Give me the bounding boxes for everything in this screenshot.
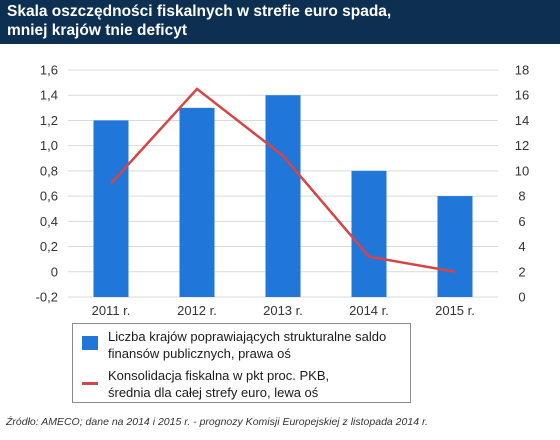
left-tick-label: 0 bbox=[51, 264, 58, 279]
left-tick-label: 0,2 bbox=[40, 239, 58, 254]
legend-label-line: Konsolidacja fiskalna w pkt proc. PKB, ś… bbox=[108, 367, 406, 401]
line-series bbox=[110, 87, 456, 274]
right-tick-label: 12 bbox=[515, 138, 529, 153]
x-axis-ticks: 2011 r. 2012 r. 2013 r. 2014 r. 2015 r. bbox=[92, 303, 475, 318]
bar-series bbox=[93, 95, 473, 297]
legend-swatch-bars bbox=[82, 336, 98, 350]
legend-line-line-2: średnia dla całej strefy euro, lewa oś bbox=[108, 385, 319, 400]
right-tick-label: 4 bbox=[518, 239, 525, 254]
right-tick-label: 18 bbox=[515, 63, 529, 78]
left-tick-label: 1,6 bbox=[40, 63, 58, 78]
legend-line-line-1: Konsolidacja fiskalna w pkt proc. PKB, bbox=[108, 368, 330, 383]
bar-4 bbox=[351, 170, 387, 297]
legend-bars-line-1: Liczba krajów poprawiających strukturaln… bbox=[108, 329, 387, 344]
left-tick-label: 0,6 bbox=[40, 189, 58, 204]
x-tick-label: 2013 r. bbox=[263, 303, 303, 318]
chart-title-line-1: Skala oszczędności fiskalnych w strefie … bbox=[7, 3, 392, 20]
x-tick-label: 2011 r. bbox=[92, 303, 131, 318]
bar-3 bbox=[265, 95, 301, 297]
right-axis-ticks: 0 2 4 6 8 10 12 14 16 18 bbox=[515, 63, 529, 305]
source-note: Źródło: AMECO; dane na 2014 i 2015 r. - … bbox=[6, 416, 428, 428]
legend-label-bars: Liczba krajów poprawiających strukturaln… bbox=[108, 328, 406, 362]
left-tick-label: -0,2 bbox=[36, 290, 58, 305]
title-bar: Skala oszczędności fiskalnych w strefie … bbox=[0, 0, 560, 44]
x-tick-label: 2014 r. bbox=[349, 303, 389, 318]
left-tick-label: 1,2 bbox=[40, 113, 58, 128]
left-tick-label: 1,4 bbox=[40, 88, 58, 103]
x-tick-label: 2015 r. bbox=[435, 303, 475, 318]
left-tick-label: 0,4 bbox=[40, 214, 58, 229]
chart-title-line-2: mniej krajów tnie deficyt bbox=[7, 22, 188, 39]
bar-1 bbox=[93, 120, 129, 297]
right-tick-label: 2 bbox=[518, 264, 525, 279]
bar-5 bbox=[437, 196, 473, 297]
right-tick-label: 14 bbox=[515, 113, 529, 128]
left-axis-ticks: -0,2 0 0,2 0,4 0,6 0,8 1,0 1,2 1,4 1,6 bbox=[36, 63, 58, 305]
legend-swatch-line bbox=[82, 382, 98, 385]
x-tick-label: 2012 r. bbox=[177, 303, 217, 318]
bar-2 bbox=[179, 107, 215, 297]
right-tick-label: 8 bbox=[518, 189, 525, 204]
right-tick-label: 0 bbox=[518, 290, 525, 305]
legend: Liczba krajów poprawiających strukturaln… bbox=[72, 323, 411, 403]
left-tick-label: 0,8 bbox=[40, 163, 58, 178]
chart-plot: -0,2 0 0,2 0,4 0,6 0,8 1,0 1,2 1,4 1,6 0 2 4 6 8 10 12 1… bbox=[36, 63, 530, 319]
left-tick-label: 1,0 bbox=[40, 138, 58, 153]
right-tick-label: 6 bbox=[518, 214, 525, 229]
legend-bars-line-2: finansów publicznych, prawa oś bbox=[108, 346, 291, 361]
right-tick-label: 16 bbox=[515, 88, 529, 103]
right-tick-label: 10 bbox=[515, 163, 529, 178]
